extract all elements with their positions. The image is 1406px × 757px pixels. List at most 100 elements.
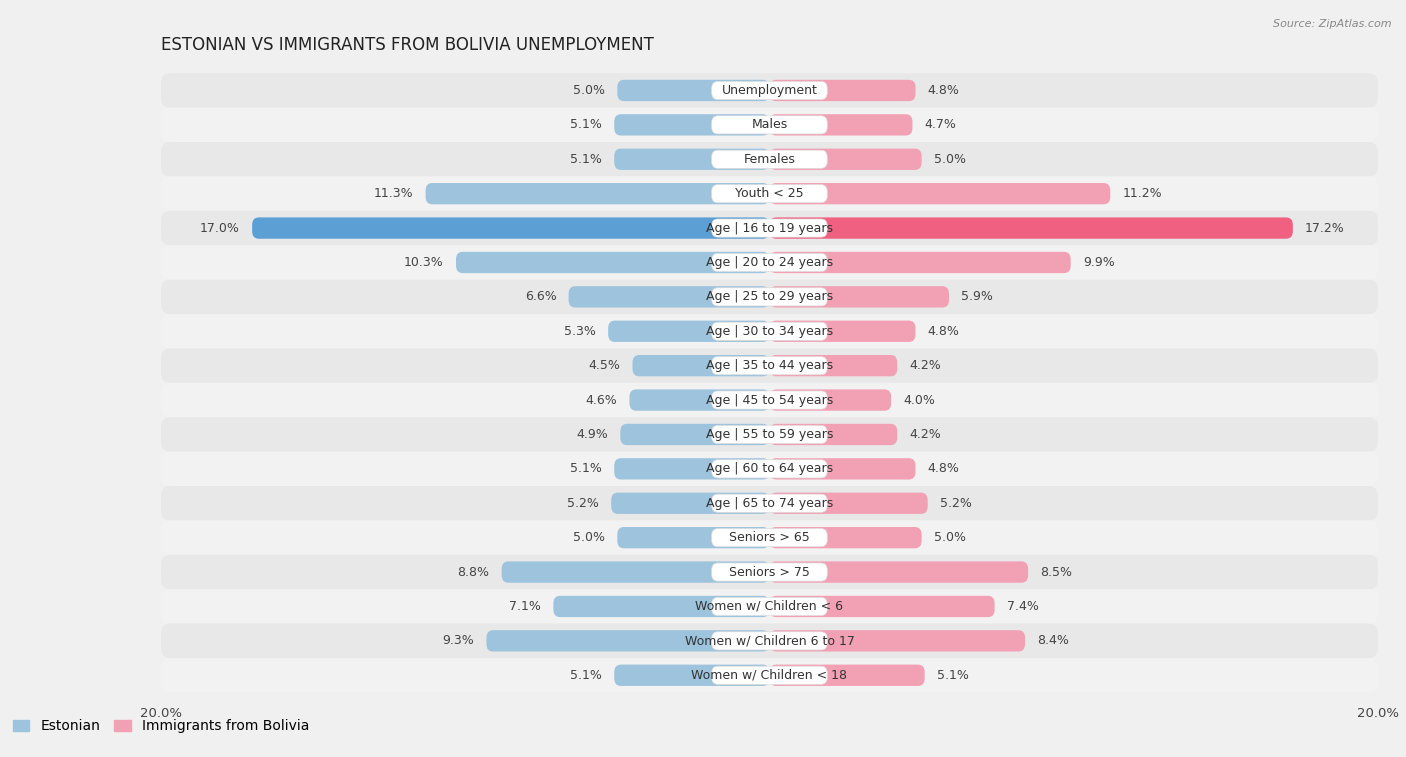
Text: 11.2%: 11.2% <box>1122 187 1163 200</box>
Legend: Estonian, Immigrants from Bolivia: Estonian, Immigrants from Bolivia <box>7 714 315 739</box>
FancyBboxPatch shape <box>769 252 1071 273</box>
Text: Women w/ Children 6 to 17: Women w/ Children 6 to 17 <box>685 634 855 647</box>
Text: 5.1%: 5.1% <box>571 668 602 682</box>
Text: Age | 20 to 24 years: Age | 20 to 24 years <box>706 256 832 269</box>
FancyBboxPatch shape <box>711 425 827 444</box>
FancyBboxPatch shape <box>711 288 827 306</box>
FancyBboxPatch shape <box>609 321 769 342</box>
Text: 5.1%: 5.1% <box>571 153 602 166</box>
Text: Age | 16 to 19 years: Age | 16 to 19 years <box>706 222 832 235</box>
Text: 10.3%: 10.3% <box>404 256 444 269</box>
Text: 5.2%: 5.2% <box>567 497 599 509</box>
FancyBboxPatch shape <box>456 252 769 273</box>
FancyBboxPatch shape <box>769 458 915 479</box>
Text: Women w/ Children < 6: Women w/ Children < 6 <box>696 600 844 613</box>
FancyBboxPatch shape <box>711 150 827 168</box>
Text: Age | 60 to 64 years: Age | 60 to 64 years <box>706 463 832 475</box>
FancyBboxPatch shape <box>711 219 827 237</box>
Text: 8.8%: 8.8% <box>457 565 489 578</box>
Text: Age | 30 to 34 years: Age | 30 to 34 years <box>706 325 832 338</box>
Text: 5.0%: 5.0% <box>934 153 966 166</box>
FancyBboxPatch shape <box>614 665 769 686</box>
FancyBboxPatch shape <box>160 624 1378 658</box>
Text: 5.0%: 5.0% <box>574 84 605 97</box>
FancyBboxPatch shape <box>711 666 827 684</box>
FancyBboxPatch shape <box>620 424 769 445</box>
FancyBboxPatch shape <box>502 562 769 583</box>
FancyBboxPatch shape <box>769 596 994 617</box>
FancyBboxPatch shape <box>711 494 827 512</box>
FancyBboxPatch shape <box>769 217 1294 238</box>
Text: Females: Females <box>744 153 796 166</box>
Text: 5.3%: 5.3% <box>564 325 596 338</box>
Text: 4.6%: 4.6% <box>585 394 617 407</box>
Text: Age | 35 to 44 years: Age | 35 to 44 years <box>706 359 832 372</box>
Text: 4.9%: 4.9% <box>576 428 609 441</box>
FancyBboxPatch shape <box>769 665 925 686</box>
Text: 4.8%: 4.8% <box>928 463 959 475</box>
FancyBboxPatch shape <box>769 79 915 101</box>
Text: 8.5%: 8.5% <box>1040 565 1073 578</box>
FancyBboxPatch shape <box>160 73 1378 107</box>
FancyBboxPatch shape <box>160 211 1378 245</box>
FancyBboxPatch shape <box>711 357 827 375</box>
FancyBboxPatch shape <box>612 493 769 514</box>
FancyBboxPatch shape <box>160 314 1378 348</box>
FancyBboxPatch shape <box>160 348 1378 383</box>
FancyBboxPatch shape <box>160 417 1378 452</box>
Text: 4.2%: 4.2% <box>910 428 941 441</box>
Text: Seniors > 65: Seniors > 65 <box>730 531 810 544</box>
Text: 17.2%: 17.2% <box>1305 222 1344 235</box>
FancyBboxPatch shape <box>554 596 769 617</box>
Text: 5.0%: 5.0% <box>934 531 966 544</box>
Text: 7.4%: 7.4% <box>1007 600 1039 613</box>
Text: 5.1%: 5.1% <box>571 118 602 132</box>
FancyBboxPatch shape <box>769 527 921 548</box>
Text: 4.5%: 4.5% <box>589 359 620 372</box>
FancyBboxPatch shape <box>252 217 769 238</box>
FancyBboxPatch shape <box>160 383 1378 417</box>
Text: Seniors > 75: Seniors > 75 <box>730 565 810 578</box>
FancyBboxPatch shape <box>711 254 827 272</box>
FancyBboxPatch shape <box>426 183 769 204</box>
FancyBboxPatch shape <box>711 82 827 99</box>
Text: 5.1%: 5.1% <box>936 668 969 682</box>
FancyBboxPatch shape <box>711 528 827 547</box>
Text: Youth < 25: Youth < 25 <box>735 187 804 200</box>
FancyBboxPatch shape <box>617 79 769 101</box>
FancyBboxPatch shape <box>769 630 1025 652</box>
FancyBboxPatch shape <box>160 486 1378 521</box>
Text: 6.6%: 6.6% <box>524 291 557 304</box>
FancyBboxPatch shape <box>711 563 827 581</box>
Text: 5.9%: 5.9% <box>962 291 993 304</box>
FancyBboxPatch shape <box>160 452 1378 486</box>
FancyBboxPatch shape <box>711 185 827 203</box>
Text: Age | 65 to 74 years: Age | 65 to 74 years <box>706 497 834 509</box>
FancyBboxPatch shape <box>160 176 1378 211</box>
Text: 9.3%: 9.3% <box>443 634 474 647</box>
FancyBboxPatch shape <box>711 391 827 409</box>
FancyBboxPatch shape <box>769 389 891 411</box>
FancyBboxPatch shape <box>711 116 827 134</box>
FancyBboxPatch shape <box>568 286 769 307</box>
FancyBboxPatch shape <box>160 555 1378 589</box>
Text: 4.0%: 4.0% <box>903 394 935 407</box>
FancyBboxPatch shape <box>486 630 769 652</box>
Text: Age | 25 to 29 years: Age | 25 to 29 years <box>706 291 832 304</box>
Text: Women w/ Children < 18: Women w/ Children < 18 <box>692 668 848 682</box>
Text: 5.1%: 5.1% <box>571 463 602 475</box>
FancyBboxPatch shape <box>160 279 1378 314</box>
Text: 4.2%: 4.2% <box>910 359 941 372</box>
Text: 17.0%: 17.0% <box>200 222 240 235</box>
FancyBboxPatch shape <box>769 148 921 170</box>
Text: 5.0%: 5.0% <box>574 531 605 544</box>
Text: 4.8%: 4.8% <box>928 84 959 97</box>
Text: Males: Males <box>751 118 787 132</box>
FancyBboxPatch shape <box>769 493 928 514</box>
Text: Age | 45 to 54 years: Age | 45 to 54 years <box>706 394 834 407</box>
FancyBboxPatch shape <box>160 589 1378 624</box>
Text: 9.9%: 9.9% <box>1083 256 1115 269</box>
FancyBboxPatch shape <box>617 527 769 548</box>
FancyBboxPatch shape <box>160 245 1378 279</box>
Text: 5.2%: 5.2% <box>939 497 972 509</box>
